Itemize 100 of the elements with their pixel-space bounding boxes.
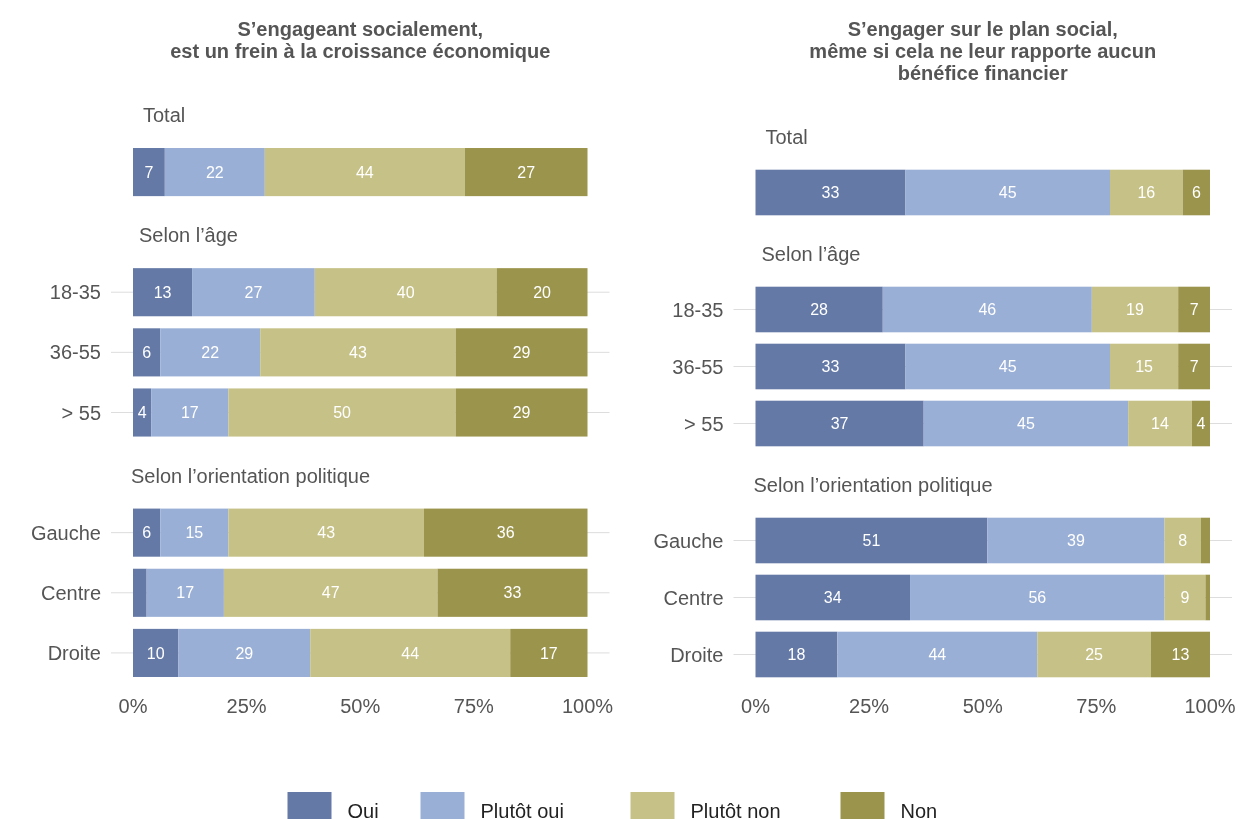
bar xyxy=(882,286,1092,333)
y-tick-label: 18-35 xyxy=(672,298,724,321)
x-tick-label: 0% xyxy=(118,695,148,717)
bar xyxy=(133,328,161,377)
data-label: 25 xyxy=(1085,646,1104,664)
bar xyxy=(1191,400,1210,447)
bar xyxy=(314,268,497,317)
legend-label: Non xyxy=(900,800,938,819)
chart-subtitle: Selon l’orientation politique xyxy=(131,464,371,487)
data-label: 44 xyxy=(928,646,947,664)
chart-subtitle: Total xyxy=(143,104,186,126)
legend-label: Plutôt non xyxy=(690,800,781,819)
data-label: 7 xyxy=(144,163,154,181)
data-label: 4 xyxy=(1196,415,1206,433)
data-label: 18 xyxy=(787,646,806,664)
chart-title: S’engager sur le plan social, même si cela ne leur rapporte aucun bénéfice financier xyxy=(809,18,1157,84)
x-tick-label: 100% xyxy=(561,695,614,717)
data-label: 45 xyxy=(998,184,1017,202)
data-label: 27 xyxy=(244,283,263,301)
bar xyxy=(133,268,193,317)
x-tick-label: 25% xyxy=(226,695,267,717)
bar xyxy=(223,568,438,617)
data-label: 56 xyxy=(1028,589,1047,607)
bar xyxy=(755,286,883,333)
data-label: 22 xyxy=(205,163,224,181)
bar xyxy=(755,169,906,216)
bar xyxy=(1178,286,1211,333)
x-tick-label: 50% xyxy=(340,695,381,717)
data-label: 10 xyxy=(146,644,165,662)
data-label: 13 xyxy=(1171,646,1190,664)
bar xyxy=(755,517,988,564)
data-label: 27 xyxy=(517,163,536,181)
data-label: 8 xyxy=(1178,532,1188,550)
bar xyxy=(151,388,229,437)
x-tick-label: 25% xyxy=(849,695,890,717)
chart-subtitle: Total xyxy=(765,126,808,148)
data-label: 39 xyxy=(1067,532,1085,550)
data-label: 36 xyxy=(496,524,515,542)
bar xyxy=(228,388,456,437)
bar xyxy=(1200,517,1210,564)
bar xyxy=(178,628,311,677)
bar xyxy=(260,328,456,377)
bar xyxy=(133,508,161,557)
bar xyxy=(228,508,424,557)
y-tick-label: Gauche xyxy=(30,521,101,544)
bar xyxy=(133,628,179,677)
x-tick-label: 50% xyxy=(962,695,1003,717)
data-label: 29 xyxy=(512,343,531,361)
data-label: 37 xyxy=(830,415,849,433)
legend-label: Oui xyxy=(347,800,379,819)
data-label: 51 xyxy=(862,532,881,550)
y-tick-label: Gauche xyxy=(653,529,724,552)
bar xyxy=(310,628,511,677)
data-label: 15 xyxy=(185,524,204,542)
data-label: 34 xyxy=(823,589,842,607)
bar xyxy=(160,508,229,557)
bar xyxy=(755,343,906,390)
y-tick-label: 36-55 xyxy=(672,355,724,378)
data-label: 29 xyxy=(235,644,254,662)
chart-subtitle: Selon l’orientation politique xyxy=(753,474,993,496)
bar xyxy=(1150,631,1211,678)
data-label: 17 xyxy=(176,584,195,602)
bar xyxy=(264,148,465,197)
data-label: 43 xyxy=(349,343,367,361)
data-label: 33 xyxy=(503,584,522,602)
y-tick-label: Centre xyxy=(663,586,724,609)
data-label: 22 xyxy=(201,343,220,361)
legend-label: Plutôt oui xyxy=(480,800,564,819)
data-label: 28 xyxy=(810,301,829,319)
bar xyxy=(133,568,147,617)
data-label: 17 xyxy=(180,404,199,422)
chart-subtitle: Selon l’âge xyxy=(139,224,238,247)
y-tick-label: 36-55 xyxy=(49,341,101,364)
x-tick-label: 75% xyxy=(453,695,495,717)
data-label: 20 xyxy=(533,283,552,301)
bar xyxy=(423,508,588,557)
data-label: 29 xyxy=(512,404,531,422)
bar xyxy=(1110,343,1179,390)
data-label: 44 xyxy=(355,163,374,181)
bar xyxy=(910,574,1165,621)
bar xyxy=(923,400,1129,447)
bar xyxy=(133,388,152,437)
bar xyxy=(146,568,224,617)
bar xyxy=(464,148,588,197)
data-label: 47 xyxy=(321,584,340,602)
data-label: 6 xyxy=(1191,184,1201,202)
data-label: 7 xyxy=(1189,301,1199,319)
data-label: 16 xyxy=(1137,184,1156,202)
bar xyxy=(164,148,265,197)
y-tick-label: 18-35 xyxy=(49,281,101,304)
data-label: 44 xyxy=(401,644,420,662)
bar xyxy=(1091,286,1179,333)
y-tick-label: Centre xyxy=(40,581,101,604)
bar xyxy=(496,268,588,317)
data-label: 45 xyxy=(1017,415,1035,433)
data-label: 33 xyxy=(821,358,840,376)
bar xyxy=(905,169,1111,216)
data-label: 19 xyxy=(1126,301,1145,319)
bar xyxy=(837,631,1038,678)
bar xyxy=(1110,169,1183,216)
